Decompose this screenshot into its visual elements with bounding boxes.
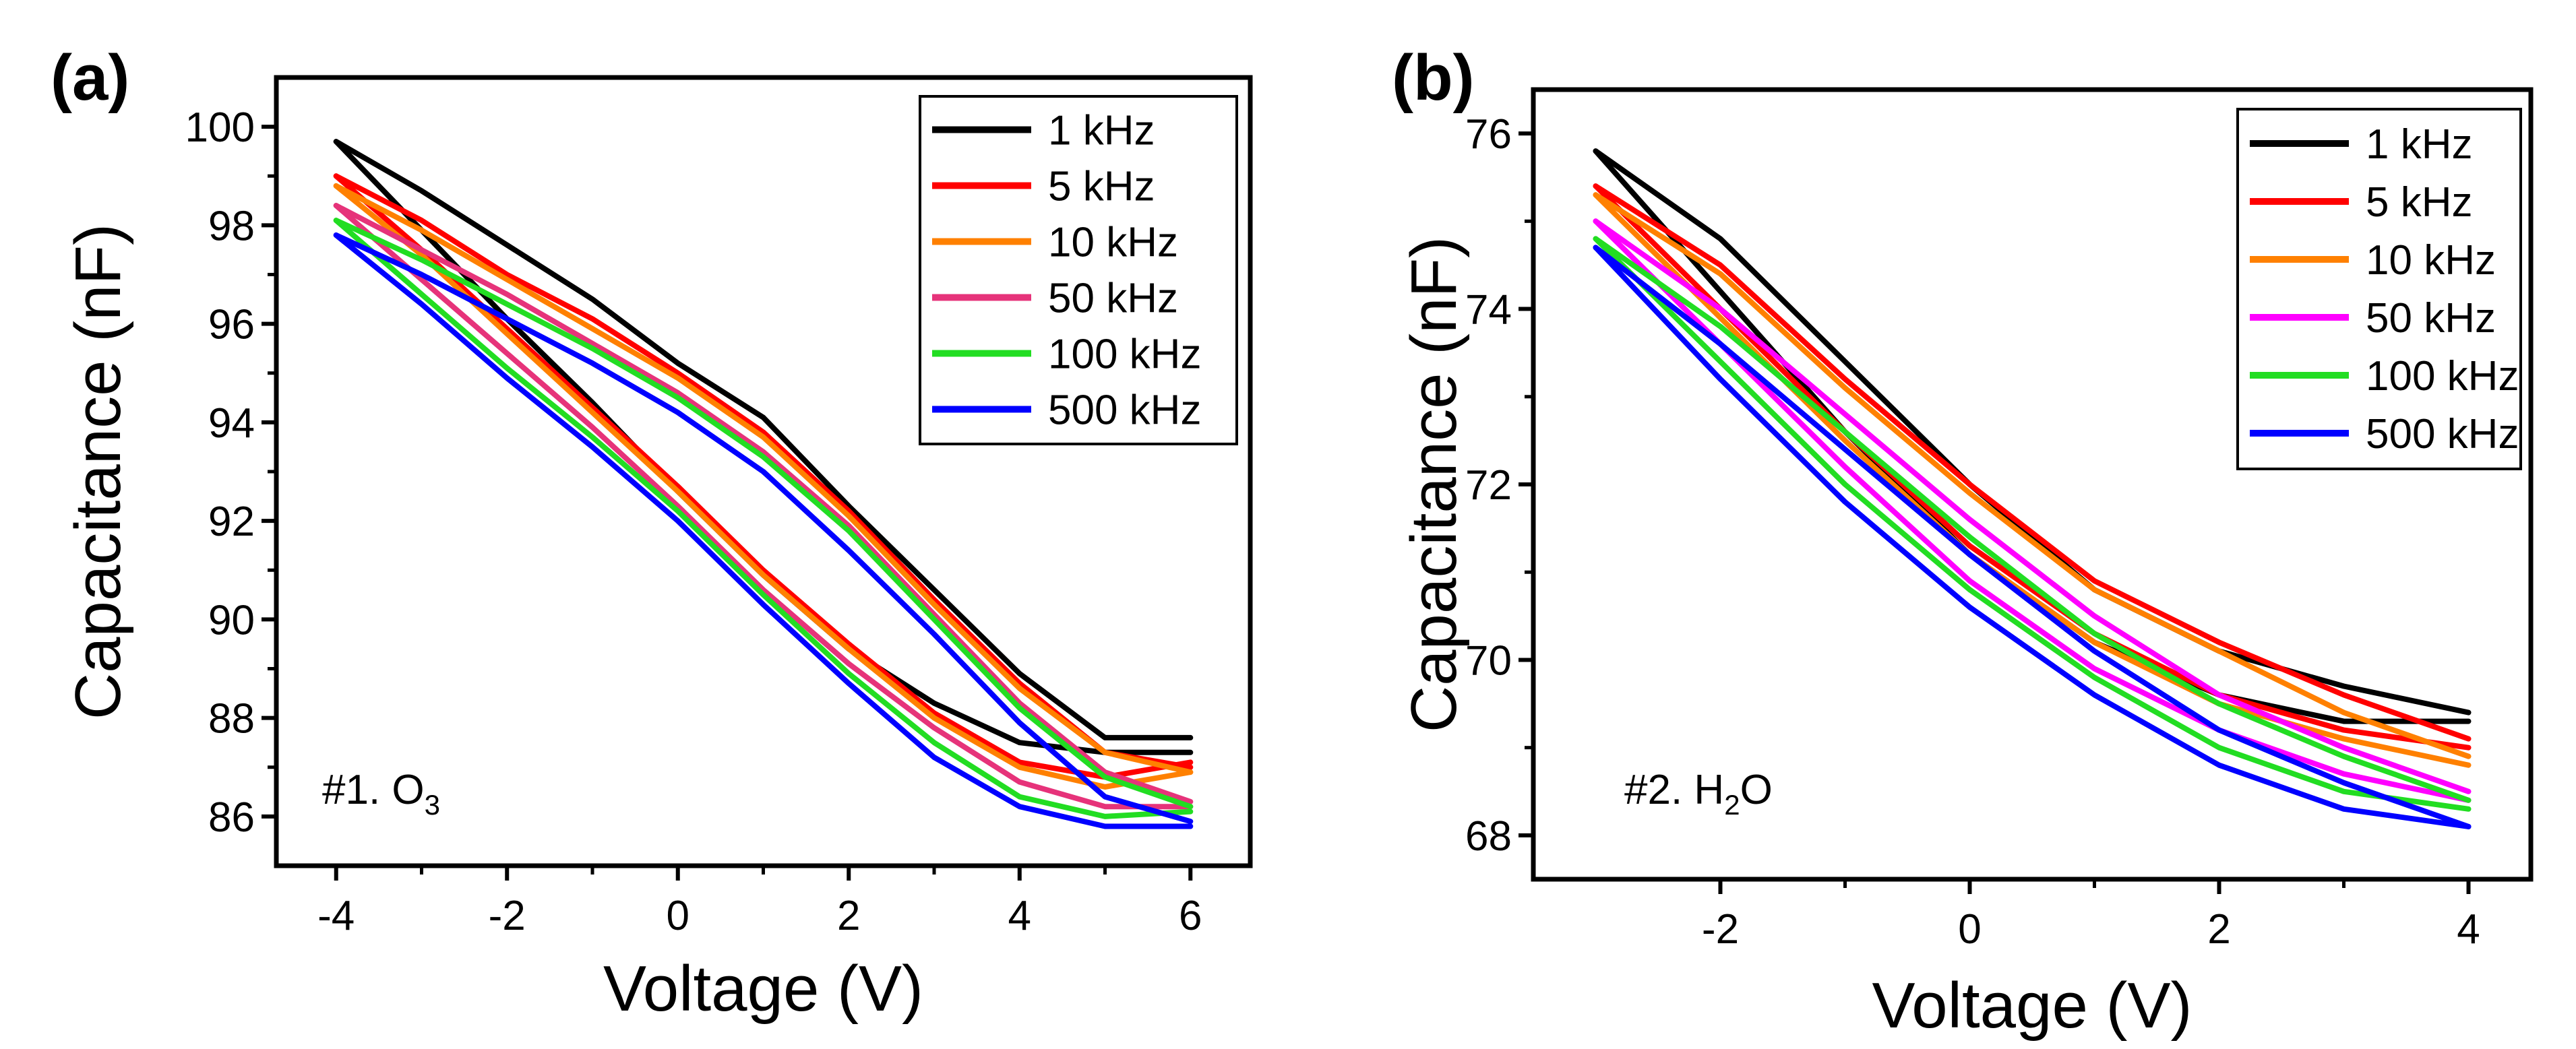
- y-tick-label: 70: [1465, 637, 1512, 684]
- y-tick-label: 86: [208, 794, 255, 841]
- series-line-50-khz-upper: [333, 203, 1194, 804]
- series-line-5-khz-upper: [1593, 183, 2472, 742]
- series-line-500-khz-upper: [1593, 245, 2472, 829]
- annotation-b: #2. H2O: [1624, 767, 1773, 821]
- series-line-10-khz-lower: [1593, 192, 2472, 768]
- y-tick-label: 98: [208, 203, 255, 249]
- panel-label-a: (a): [51, 42, 129, 114]
- y-tick-label: 88: [208, 696, 255, 742]
- x-axis-title-b: Voltage (V): [1872, 969, 2192, 1042]
- x-axis-title-a: Voltage (V): [603, 953, 923, 1025]
- legend-label: 500 kHz: [1048, 387, 1201, 434]
- legend-label: 10 kHz: [2366, 237, 2496, 284]
- series-line-50-khz-upper: [1593, 218, 2472, 794]
- y-tick-label: 68: [1465, 813, 1512, 860]
- legend-box: [2236, 108, 2522, 470]
- legend-label: 1 kHz: [2366, 121, 2472, 168]
- legend-label: 10 kHz: [1048, 220, 1178, 266]
- series-line-100-khz-upper: [333, 218, 1194, 810]
- legend-label: 5 kHz: [2366, 179, 2472, 226]
- legend-label: 50 kHz: [2366, 295, 2496, 342]
- series-line-10-khz-upper: [1593, 192, 2472, 759]
- series-line-10-khz-lower: [333, 183, 1194, 790]
- legend-label: 500 kHz: [2366, 411, 2519, 457]
- legend-label: 100 kHz: [1048, 331, 1201, 378]
- x-tick-label: 6: [1179, 893, 1202, 939]
- series-line-100-khz-lower: [333, 218, 1194, 819]
- panel-label-b: (b): [1392, 42, 1475, 114]
- series-line-1-khz-upper: [1593, 148, 2472, 716]
- series-line-50-khz-lower: [333, 203, 1194, 810]
- y-tick-label: 100: [185, 104, 255, 151]
- y-tick-label: 96: [208, 302, 255, 348]
- x-tick-label: 0: [667, 893, 689, 939]
- y-tick-label: 72: [1465, 462, 1512, 509]
- x-tick-label: 4: [1008, 893, 1031, 939]
- y-tick-label: 76: [1465, 111, 1512, 158]
- legend-label: 100 kHz: [2366, 353, 2519, 400]
- y-axis-title-b: Capacitance (nF): [1398, 236, 1470, 732]
- series-line-10-khz-upper: [333, 183, 1194, 775]
- series-line-100-khz-lower: [1593, 236, 2472, 812]
- y-tick-label: 94: [208, 400, 255, 447]
- legend-label: 1 kHz: [1048, 108, 1155, 154]
- y-tick-label: 92: [208, 499, 255, 545]
- x-tick-label: -2: [1702, 906, 1739, 953]
- x-tick-label: 2: [837, 893, 860, 939]
- legend-b: 1 kHz 5 kHz 10 kHz 50 kHz 100 kHz 500 kHz: [2236, 108, 2522, 470]
- y-axis-title-a: Capacitance (nF): [62, 224, 134, 720]
- series-line-500-khz-upper: [333, 232, 1194, 825]
- x-tick-label: 2: [2207, 906, 2230, 953]
- annotation-a: #1. O3: [322, 767, 440, 821]
- series-line-100-khz-upper: [1593, 236, 2472, 803]
- series-line-500-khz-lower: [1593, 245, 2472, 829]
- y-tick-label: 90: [208, 597, 255, 643]
- series-line-500-khz-lower: [333, 232, 1194, 829]
- x-tick-label: -2: [489, 893, 526, 939]
- panel-b: (b) -2 0 2 4 68 70 72 74 76 Voltage (V) Capacita…: [1392, 42, 2534, 1042]
- legend-a: 1 kHz 5 kHz 10 kHz 50 kHz 100 kHz 500 kHz: [919, 95, 1238, 445]
- x-tick-label: 0: [1958, 906, 1981, 953]
- x-tick-label: -4: [317, 893, 355, 939]
- series-line-1-khz-upper: [333, 139, 1194, 740]
- x-tick-label: 4: [2457, 906, 2480, 953]
- legend-label: 50 kHz: [1048, 276, 1178, 322]
- y-tick-label: 74: [1465, 287, 1512, 333]
- legend-box: [919, 95, 1238, 445]
- panel-a: (a) -4 -2 0 2 4 6 86 88 90 92 94 96 98 100 Voltage (V…: [51, 42, 1253, 1025]
- legend-label: 5 kHz: [1048, 164, 1155, 210]
